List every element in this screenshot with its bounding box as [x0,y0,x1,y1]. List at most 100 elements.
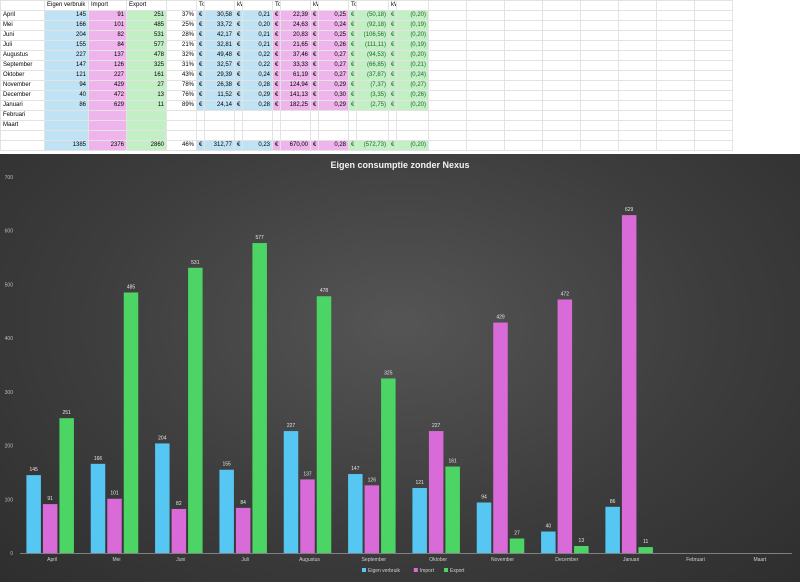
cell[interactable]: 22,39 [280,10,311,21]
cell[interactable]: 24,63 [280,20,311,31]
cell[interactable]: € [272,20,281,31]
cell[interactable]: 0,25 [318,30,349,41]
cell[interactable] [466,60,505,71]
cell[interactable]: 227 [88,70,127,81]
cell[interactable]: 0,28 [242,100,273,111]
cell[interactable] [504,80,543,91]
cell[interactable]: (111,11) [356,40,389,51]
cell[interactable]: € [348,90,357,101]
cell[interactable] [618,139,657,151]
cell[interactable]: 86 [44,100,89,111]
cell[interactable]: € [388,30,397,41]
cell[interactable] [656,130,695,141]
cell[interactable] [272,120,281,131]
cell[interactable]: 27 [126,80,167,91]
cell[interactable]: (2,75) [356,100,389,111]
cell[interactable]: € [196,100,205,111]
cell[interactable]: € [310,60,319,71]
cell[interactable] [356,120,389,131]
cell[interactable]: 24,14 [204,100,235,111]
cell[interactable]: € [272,10,281,21]
cell[interactable]: € [348,40,357,51]
cell[interactable] [234,130,243,141]
cell[interactable] [166,110,197,121]
cell[interactable] [126,120,167,131]
cell[interactable] [618,20,657,31]
cell[interactable]: 11 [126,100,167,111]
cell[interactable] [504,110,543,121]
cell[interactable]: € [348,60,357,71]
cell[interactable] [542,80,581,91]
row-label[interactable]: September [0,60,45,71]
cell[interactable] [272,110,281,121]
cell[interactable]: 155 [44,40,89,51]
cell[interactable]: € [388,40,397,51]
cell[interactable] [428,100,467,111]
header-cell[interactable] [428,0,467,11]
cell[interactable] [428,70,467,81]
cell[interactable] [656,50,695,61]
cell[interactable]: € [348,50,357,61]
cell[interactable] [542,60,581,71]
cell[interactable] [318,110,349,121]
header-cell[interactable] [318,0,349,11]
cell[interactable]: 43% [166,70,197,81]
cell[interactable] [428,40,467,51]
row-label[interactable]: Februari [0,110,45,121]
cell[interactable]: 531 [126,30,167,41]
cell[interactable]: 472 [88,90,127,101]
cell[interactable] [542,10,581,21]
cell[interactable]: € [196,90,205,101]
cell[interactable]: 0,22 [242,50,273,61]
cell[interactable]: € [310,20,319,31]
cell[interactable] [618,10,657,21]
cell[interactable]: 0,26 [318,40,349,51]
cell[interactable]: 0,25 [318,10,349,21]
cell[interactable]: 29,39 [204,70,235,81]
cell[interactable] [348,130,357,141]
cell[interactable] [466,70,505,81]
cell[interactable] [356,130,389,141]
cell[interactable] [318,130,349,141]
row-label[interactable]: Maart [0,120,45,131]
cell[interactable]: 0,21 [242,30,273,41]
header-cell[interactable] [694,0,733,11]
cell[interactable]: 21% [166,40,197,51]
row-label[interactable]: Mei [0,20,45,31]
header-cell[interactable]: kWh [310,0,319,11]
cell[interactable]: € [196,10,205,21]
cell[interactable] [580,100,619,111]
cell[interactable] [618,130,657,141]
cell[interactable]: (0,20) [396,50,429,61]
cell[interactable]: € [388,80,397,91]
cell[interactable]: € [348,100,357,111]
cell[interactable]: (0,19) [396,20,429,31]
cell[interactable] [88,120,127,131]
cell[interactable]: 161 [126,70,167,81]
cell[interactable]: € [388,20,397,31]
cell[interactable] [580,50,619,61]
cell[interactable]: € [310,40,319,51]
cell[interactable]: 577 [126,40,167,51]
cell[interactable]: (7,37) [356,80,389,91]
cell[interactable] [656,60,695,71]
cell[interactable]: 33,72 [204,20,235,31]
cell[interactable]: € [388,100,397,111]
cell[interactable] [580,30,619,41]
cell[interactable] [204,110,235,121]
cell[interactable]: 251 [126,10,167,21]
cell[interactable]: 325 [126,60,167,71]
cell[interactable]: 40 [44,90,89,101]
cell[interactable]: 46% [166,139,197,151]
cell[interactable] [388,110,397,121]
cell[interactable]: € [196,40,205,51]
cell[interactable] [618,50,657,61]
header-cell[interactable] [618,0,657,11]
cell[interactable]: 0,28 [318,139,349,151]
cell[interactable] [88,130,127,141]
cell[interactable]: € [234,90,243,101]
cell[interactable]: 0,20 [242,20,273,31]
cell[interactable]: 166 [44,20,89,31]
cell[interactable] [694,70,733,81]
cell[interactable]: 0,24 [318,20,349,31]
